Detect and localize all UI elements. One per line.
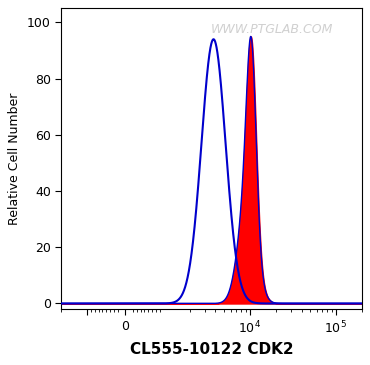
- Text: WWW.PTGLAB.COM: WWW.PTGLAB.COM: [210, 23, 333, 36]
- Y-axis label: Relative Cell Number: Relative Cell Number: [9, 92, 21, 225]
- X-axis label: CL555-10122 CDK2: CL555-10122 CDK2: [130, 342, 293, 357]
